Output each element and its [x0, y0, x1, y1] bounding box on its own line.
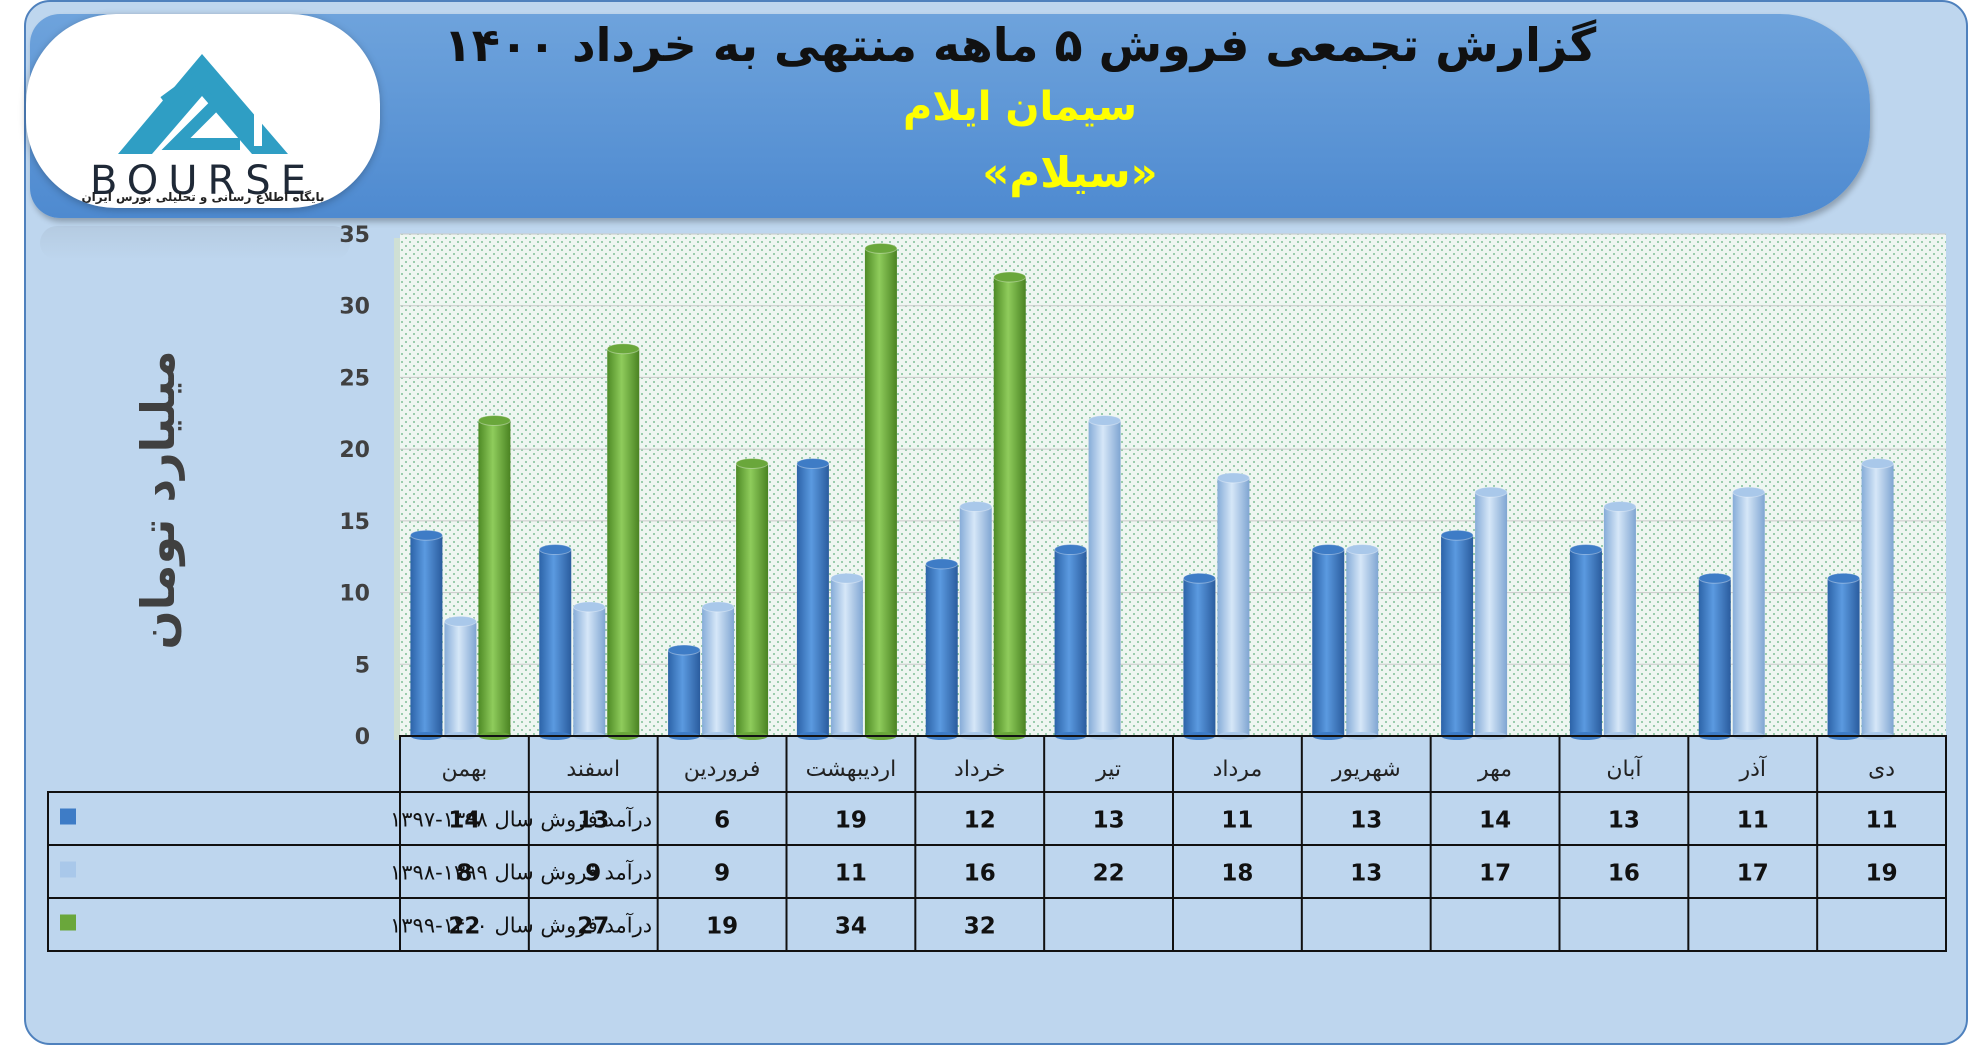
company-name: سیمان ایلام [903, 84, 1137, 130]
data-value-label: 22 [1093, 861, 1125, 887]
y-tick-label: 30 [339, 295, 370, 320]
bar [572, 601, 606, 740]
plot-side-wall [394, 238, 400, 740]
y-tick-label: 35 [339, 223, 370, 248]
y-tick-label: 10 [339, 582, 370, 607]
data-value-label: 11 [1221, 808, 1253, 834]
x-category-label: فروردین [684, 757, 761, 782]
logo-reflection [40, 226, 350, 260]
x-category-label: شهریور [1331, 757, 1401, 782]
data-value-label: 14 [1479, 808, 1511, 834]
data-value-label: 11 [835, 861, 867, 887]
bar [1440, 529, 1474, 740]
table-body-border [47, 791, 1947, 952]
y-tick-label: 5 [355, 653, 370, 678]
bar [1345, 544, 1379, 740]
legend-label: درآمد فروش سال ۱۳۹۸-۱۳۹۷ [390, 807, 652, 832]
bar [735, 457, 769, 740]
bar [538, 544, 572, 740]
x-category-label: اسفند [566, 757, 620, 782]
chart-title: گزارش تجمعی فروش ۵ ماهه منتهی به خرداد ۱… [443, 18, 1597, 72]
bar [606, 343, 640, 740]
y-tick-label: 15 [339, 510, 370, 535]
data-value-label: 13 [1608, 808, 1640, 834]
logo-wordmark: BOURSE [90, 158, 316, 204]
bar [925, 558, 959, 740]
y-tick-label: 25 [339, 366, 370, 391]
data-value-label: 16 [1608, 861, 1640, 887]
ticker-symbol: «سیلام» [982, 148, 1158, 197]
data-value-label: 17 [1479, 861, 1511, 887]
bar [667, 644, 701, 740]
data-value-label: 17 [1737, 861, 1769, 887]
plot-area [400, 234, 1946, 736]
data-value-label: 34 [835, 914, 867, 940]
bar [864, 242, 898, 740]
x-category-label: بهمن [442, 757, 488, 782]
data-value-label: 13 [577, 808, 609, 834]
logo-tagline: پایگاه اطلاع رسانی و تحلیلی بورس ایران [81, 190, 325, 204]
bar [959, 501, 993, 740]
bar [477, 414, 511, 740]
bar [1474, 486, 1508, 740]
legend-swatch [60, 861, 76, 878]
legend-swatch [60, 914, 76, 931]
bar [443, 615, 477, 740]
bar [409, 529, 443, 740]
y-tick-label: 0 [355, 725, 370, 750]
bar [830, 572, 864, 740]
legend-label: درآمد فروش سال ۱۳۹۹-۱۳۹۸ [390, 860, 652, 885]
data-value-label: 6 [714, 808, 730, 834]
x-category-label: مرداد [1213, 757, 1263, 782]
data-value-label: 19 [835, 808, 867, 834]
x-category-label: آذر [1738, 755, 1766, 782]
bar [1603, 501, 1637, 740]
x-category-label: اردیبهشت [806, 757, 897, 782]
x-category-label: تیر [1095, 757, 1121, 782]
data-value-label: 18 [1221, 861, 1253, 887]
data-value-label: 14 [448, 808, 480, 834]
bar [1182, 572, 1216, 740]
bar [1861, 457, 1895, 740]
data-value-label: 22 [448, 914, 480, 940]
data-value-label: 16 [964, 861, 996, 887]
data-value-label: 11 [1737, 808, 1769, 834]
bar [1311, 544, 1345, 740]
bar [1827, 572, 1861, 740]
x-category-label: مهر [1477, 757, 1512, 782]
x-category-label: دی [1868, 757, 1895, 782]
bar [1698, 572, 1732, 740]
data-value-label: 11 [1866, 808, 1898, 834]
data-value-label: 27 [577, 914, 609, 940]
logo-mark-icon [118, 54, 288, 154]
data-value-label: 19 [706, 914, 738, 940]
data-value-label: 19 [1866, 861, 1898, 887]
bar [993, 271, 1027, 740]
y-tick-label: 20 [339, 438, 370, 463]
bar [1054, 544, 1088, 740]
bourse-logo: BOURSE پایگاه اطلاع رسانی و تحلیلی بورس … [26, 14, 380, 208]
data-value-label: 13 [1093, 808, 1125, 834]
bar [1216, 472, 1250, 740]
bar [1732, 486, 1766, 740]
bar [1088, 414, 1122, 740]
data-value-label: 9 [714, 861, 730, 887]
data-value-label: 9 [585, 861, 601, 887]
bar [701, 601, 735, 740]
x-category-label: خرداد [954, 757, 1005, 782]
bar [1569, 544, 1603, 740]
x-category-label: آبان [1606, 755, 1642, 782]
data-value-label: 12 [964, 808, 996, 834]
bar [796, 457, 830, 740]
data-value-label: 32 [964, 914, 996, 940]
data-value-label: 13 [1350, 861, 1382, 887]
legend-label: درآمد فروش سال ۱۴۰۰-۱۳۹۹ [390, 913, 652, 938]
legend-swatch [60, 808, 76, 825]
data-value-label: 13 [1350, 808, 1382, 834]
data-value-label: 8 [456, 861, 472, 887]
